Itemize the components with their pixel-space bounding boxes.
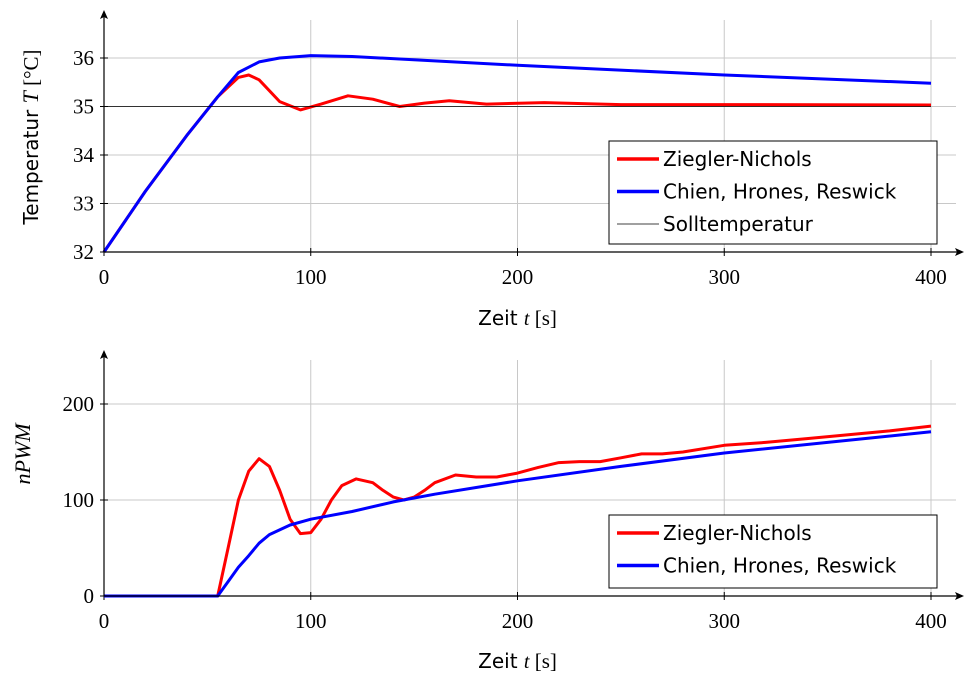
y-axis-label-npwm: nPWM <box>10 422 35 485</box>
x-tick-label: 400 <box>915 265 947 289</box>
x-tick-label: 300 <box>709 609 741 633</box>
x-axis-label: Zeit t [s] <box>478 306 557 330</box>
x-tick-label: 200 <box>502 609 534 633</box>
chart-2: 0 100 200 300 400 0 100 200 Zeit t [s] Ziegler-Ni… <box>63 350 964 673</box>
legend: Ziegler-Nichols Chien, Hrones, Reswick Sol… <box>608 140 938 245</box>
y-axis-label-unit: [°C] <box>19 49 43 91</box>
x-tick-label: 200 <box>502 265 534 289</box>
x-tick-label: 100 <box>295 265 327 289</box>
y-axis-label: Temperatur T [°C] <box>18 49 43 225</box>
y-tick-label: 34 <box>73 143 95 167</box>
legend-label: Chien, Hrones, Reswick <box>663 180 897 204</box>
legend-label: Solltemperatur <box>663 212 814 236</box>
legend-label: Chien, Hrones, Reswick <box>663 554 897 578</box>
y-axis-arrow-icon <box>100 350 108 359</box>
y-tick-label: 33 <box>73 192 94 216</box>
x-axis-label-var: t <box>524 651 530 673</box>
y-tick-label: 35 <box>73 95 94 119</box>
legend: Ziegler-Nichols Chien, Hrones, Reswick <box>608 514 938 589</box>
y-axis-arrow-icon <box>100 10 108 19</box>
y-tick-label: 100 <box>63 488 95 512</box>
x-axis-label-unit: [s] <box>529 306 556 330</box>
y-axis-label-var: T <box>18 89 43 103</box>
series-line-chien-hrones-reswick <box>102 54 932 253</box>
x-axis-label-unit: [s] <box>529 649 556 673</box>
legend-box <box>608 514 938 589</box>
x-axis-arrow-icon <box>955 248 964 256</box>
x-axis-label: Zeit t [s] <box>478 649 557 673</box>
legend-label: Ziegler-Nichols <box>663 521 812 545</box>
legend-label: Ziegler-Nichols <box>663 147 812 171</box>
y-tick-label: 32 <box>73 240 94 264</box>
x-axis-label-var: t <box>524 308 530 330</box>
x-tick-label: 300 <box>709 265 741 289</box>
chart-1: 0 100 200 300 400 32 33 34 35 36 Zeit t [s] Tempera… <box>18 10 964 330</box>
x-axis-arrow-icon <box>955 592 964 600</box>
x-tick-label: 100 <box>295 609 327 633</box>
y-tick-label: 36 <box>73 46 94 70</box>
x-tick-label: 0 <box>99 265 110 289</box>
y-tick-label: 200 <box>63 392 95 416</box>
x-tick-label: 400 <box>915 609 947 633</box>
x-tick-label: 0 <box>99 609 110 633</box>
legend-box <box>608 140 938 245</box>
series-line-chien-hrones-reswick <box>104 430 932 598</box>
series-line-ziegler-nichols <box>104 424 932 598</box>
y-tick-label: 0 <box>84 584 95 608</box>
